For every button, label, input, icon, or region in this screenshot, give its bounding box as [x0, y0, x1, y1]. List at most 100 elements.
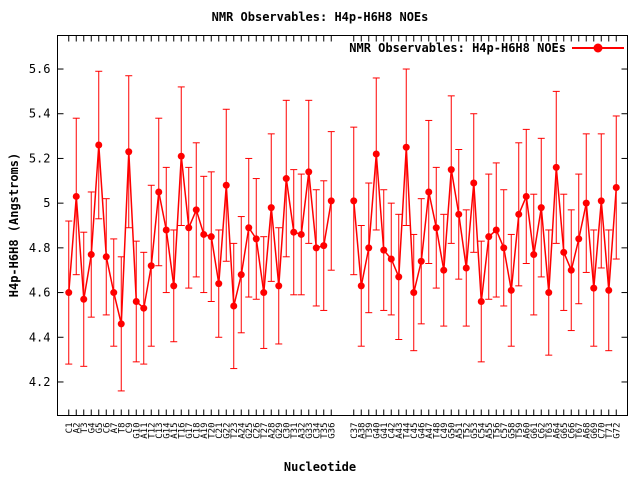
- data-point: [140, 304, 148, 312]
- x-tick-label: A11: [140, 423, 150, 439]
- data-point: [537, 204, 545, 212]
- x-tick-label: G36: [327, 423, 337, 439]
- x-tick-label: C49: [440, 423, 450, 439]
- x-tick-label: G29: [275, 423, 285, 439]
- data-point: [567, 266, 575, 274]
- x-tick-label: C1: [65, 423, 75, 434]
- y-tick-label: 5.4: [29, 107, 51, 121]
- x-tick-label: C70: [597, 423, 607, 439]
- data-point: [110, 289, 118, 297]
- data-point: [447, 166, 455, 174]
- data-point: [545, 289, 553, 297]
- x-tick-label: T31: [290, 423, 300, 439]
- x-tick-label: G50: [447, 423, 457, 439]
- x-tick-label: G46: [417, 423, 427, 439]
- data-point: [155, 188, 163, 196]
- x-tick-label: C9: [125, 423, 135, 434]
- x-tick-label: G25: [245, 423, 255, 439]
- data-point: [87, 251, 95, 259]
- data-point: [245, 224, 253, 232]
- data-point: [125, 148, 133, 156]
- x-tick-label: T67: [575, 423, 585, 439]
- data-point: [192, 206, 200, 214]
- x-tick-label: G61: [530, 423, 540, 439]
- data-point: [357, 282, 365, 290]
- y-tick-label: 4.4: [29, 330, 51, 344]
- data-point: [387, 255, 395, 263]
- x-tick-label: A51: [455, 423, 465, 439]
- data-point: [597, 197, 605, 205]
- data-point: [260, 289, 268, 297]
- data-point: [477, 298, 485, 305]
- data-point: [297, 230, 305, 238]
- x-tick-label: A47: [425, 423, 435, 439]
- data-point: [410, 289, 418, 297]
- x-tick-label: T63: [545, 423, 555, 439]
- data-point: [305, 168, 313, 176]
- x-tick-label: T12: [147, 423, 157, 439]
- x-tick-label: A15: [170, 423, 180, 439]
- x-tick-label: C30: [282, 423, 292, 439]
- x-tick-label: G17: [185, 423, 195, 439]
- x-tick-label: A32: [297, 423, 307, 439]
- x-tick-label: T20: [207, 423, 217, 439]
- x-tick-label: C21: [215, 423, 225, 439]
- data-point: [327, 197, 335, 205]
- x-tick-label: A7: [110, 423, 120, 434]
- data-point: [177, 152, 185, 160]
- x-tick-label: T23: [230, 423, 240, 439]
- data-point: [222, 181, 230, 189]
- data-point: [395, 273, 403, 281]
- x-tick-label: G33: [305, 423, 315, 439]
- x-tick-label: C66: [567, 423, 577, 439]
- data-point: [275, 282, 283, 290]
- data-point: [470, 179, 478, 187]
- x-tick-label: T35: [320, 423, 330, 439]
- data-point: [185, 224, 193, 232]
- x-tick-label: T27: [260, 423, 270, 439]
- y-tick-label: 4.6: [29, 286, 51, 300]
- x-tick-label: C37: [350, 423, 360, 439]
- data-point: [252, 235, 260, 243]
- x-tick-label: G22: [222, 423, 232, 439]
- data-point: [485, 233, 493, 241]
- x-tick-label: G41: [380, 423, 390, 439]
- data-point: [507, 286, 515, 294]
- x-tick-label: T71: [605, 423, 615, 439]
- x-tick-label: C13: [155, 423, 165, 439]
- x-tick-label: C45: [410, 423, 420, 439]
- data-point: [552, 163, 560, 171]
- x-tick-label: G14: [162, 423, 172, 439]
- y-tick-label: 5: [43, 196, 50, 210]
- data-point: [95, 141, 103, 149]
- x-tick-label: A55: [485, 423, 495, 439]
- data-point: [417, 257, 425, 265]
- data-point: [312, 244, 320, 252]
- x-tick-label: T59: [515, 423, 525, 439]
- data-point: [462, 264, 470, 272]
- x-tick-label: T56: [492, 423, 502, 439]
- data-point: [170, 282, 178, 290]
- x-tick-label: G10: [132, 423, 142, 439]
- plot-border: [57, 35, 628, 416]
- x-tick-label: T3: [80, 423, 90, 434]
- x-tick-label: G58: [507, 423, 517, 439]
- data-point: [432, 224, 440, 232]
- data-point: [522, 192, 530, 200]
- x-tick-label: A38: [357, 423, 367, 439]
- legend-label: NMR Observables: H4p-H6H8 NOEs: [349, 41, 566, 55]
- data-point: [117, 320, 125, 328]
- data-point: [132, 298, 140, 305]
- x-tick-label: G40: [372, 423, 382, 439]
- x-tick-label: C42: [387, 423, 397, 439]
- data-point: [605, 286, 613, 294]
- x-tick-label: A28: [267, 423, 277, 439]
- x-tick-label: T44: [402, 423, 412, 439]
- data-point: [237, 271, 245, 279]
- chart-title: NMR Observables: H4p-H6H8 NOEs: [211, 10, 429, 24]
- x-tick-label: T48: [432, 423, 442, 439]
- data-point: [290, 228, 298, 236]
- x-tick-label: A43: [395, 423, 405, 439]
- data-point: [530, 251, 538, 259]
